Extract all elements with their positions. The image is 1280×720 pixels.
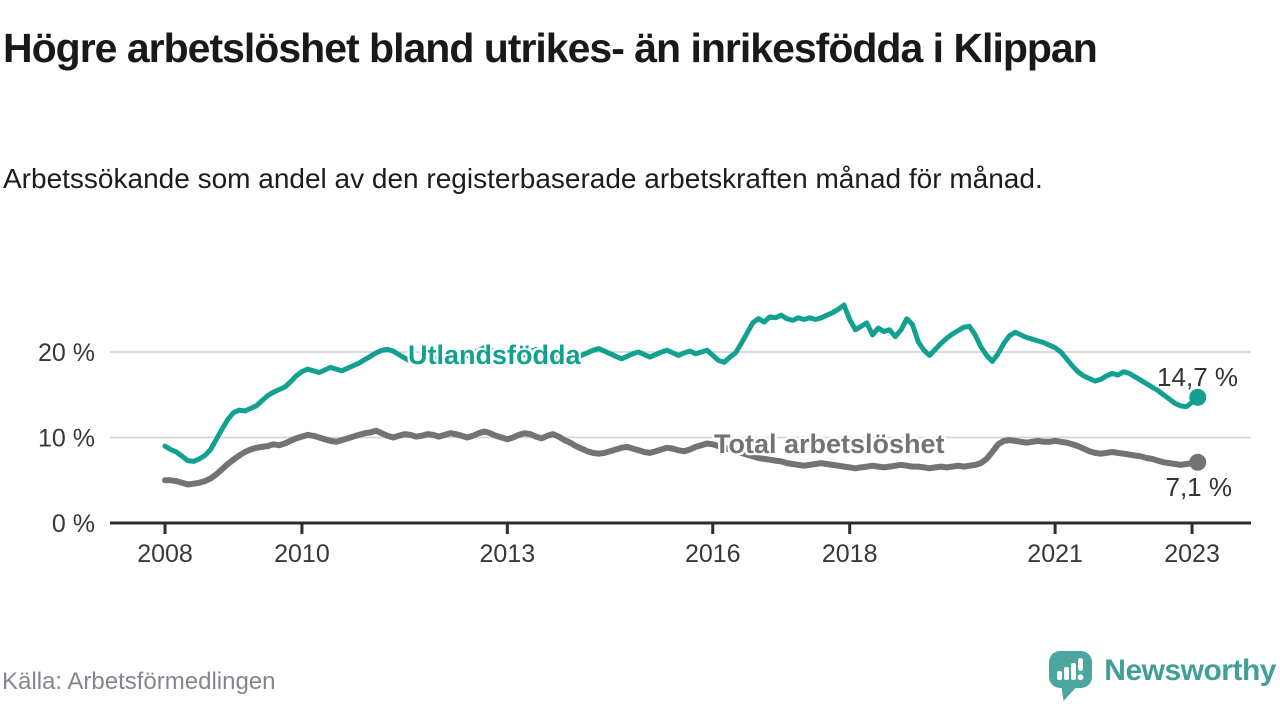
end-dot-0 [1189, 388, 1207, 406]
brand-name: Newsworthy [1104, 654, 1276, 687]
series-label-total-arbetsloshet: Total arbetslöshet [714, 429, 945, 459]
chart-subtitle: Arbetssökande som andel av den registerb… [3, 163, 1043, 194]
y-tick-label: 0 % [52, 510, 95, 538]
x-tick-label: 2023 [1164, 540, 1220, 568]
series-label-utlandsfodda: Utlandsfödda [408, 340, 581, 370]
end-dot-1 [1189, 453, 1207, 471]
x-tick-label: 2021 [1027, 540, 1083, 568]
source-note: Källa: Arbetsförmedlingen [2, 668, 276, 695]
brand-logo: Newsworthy [1048, 650, 1276, 702]
x-tick-label: 2018 [822, 540, 878, 568]
x-tick-label: 2010 [274, 540, 330, 568]
x-tick-label: 2013 [480, 540, 536, 568]
series-line-0 [162, 302, 1201, 464]
y-tick-label: 10 % [38, 425, 95, 453]
x-tick-label: 2008 [137, 540, 193, 568]
end-value-utlandsfodda: 14,7 % [1157, 362, 1238, 392]
x-tick-label: 2016 [685, 540, 741, 568]
newsworthy-bubble-icon [1049, 651, 1093, 701]
page-title: Högre arbetslöshet bland utrikes- än inr… [3, 25, 1098, 71]
y-tick-label: 20 % [38, 339, 95, 367]
series-line-1 [162, 427, 1201, 488]
end-value-total-arbetsloshet: 7,1 % [1165, 472, 1233, 502]
